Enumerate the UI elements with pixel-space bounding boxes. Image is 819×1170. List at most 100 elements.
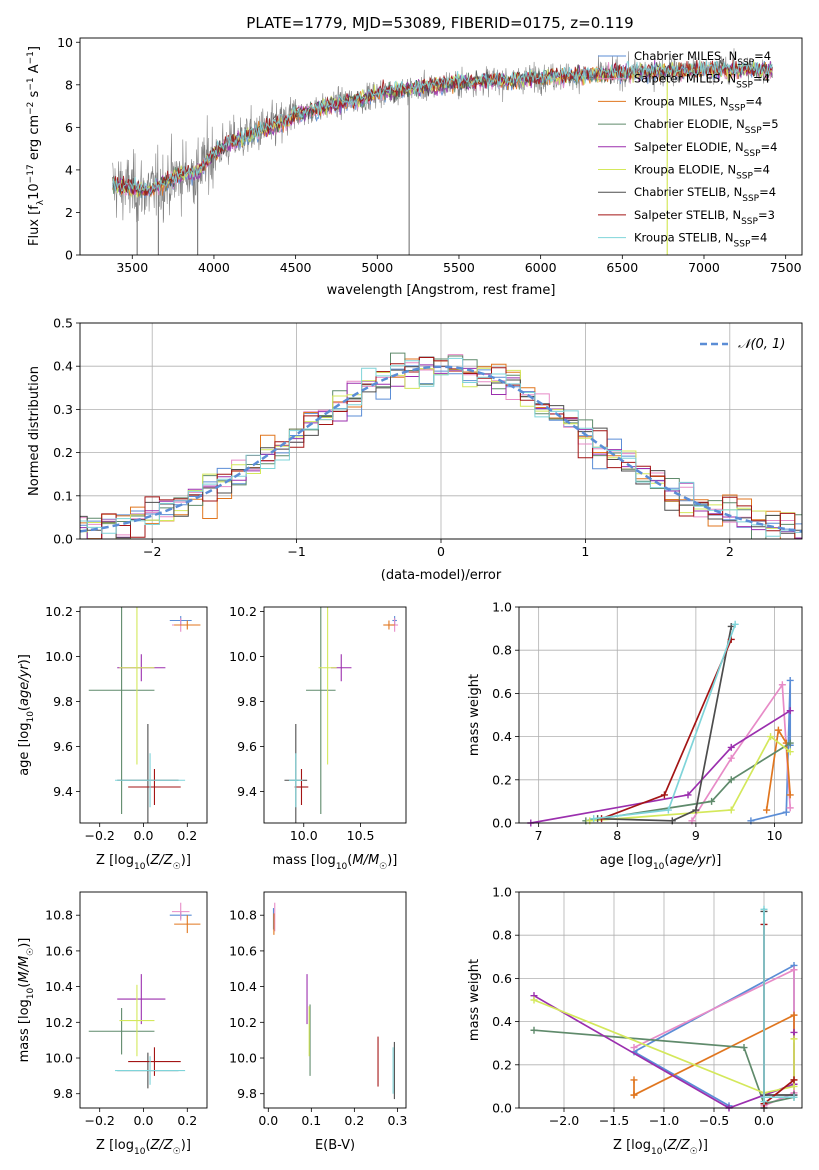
- y-tick-label: 0.2: [492, 1057, 512, 1072]
- weight-marker: [760, 905, 768, 913]
- gaussian-curve: [79, 365, 803, 533]
- x-tick-label: −2.0: [549, 1113, 579, 1128]
- x-tick-label: 0.0: [134, 1113, 154, 1128]
- y-tick-label: 10: [57, 35, 73, 50]
- y-tick-label: 0.1: [53, 488, 73, 503]
- y-axis-label: age [log10(age/yr)]: [17, 654, 36, 776]
- x-tick-label: 2: [726, 544, 734, 559]
- figure-title: PLATE=1779, MJD=53089, FIBERID=0175, z=0…: [246, 14, 633, 32]
- y-tick-label: 9.6: [53, 739, 73, 754]
- y-tick-label: 10.4: [45, 979, 73, 994]
- axes-frame: [79, 891, 208, 1109]
- y-tick-label: 0.8: [492, 643, 512, 658]
- y-tick-label: 10.0: [229, 649, 257, 664]
- y-tick-label: 6: [65, 120, 73, 135]
- legend-entry: Kroupa MILES, NSSP=4: [634, 94, 762, 113]
- weight-line: [593, 624, 736, 820]
- x-tick-label: 6500: [606, 260, 638, 275]
- y-axis-label: Normed distribution: [27, 366, 42, 496]
- legend-entry: Salpeter STELIB, NSSP=3: [634, 208, 775, 227]
- axes-frame: [79, 606, 208, 824]
- weight-marker: [664, 806, 672, 814]
- y-tick-label: 9.6: [237, 739, 257, 754]
- y-tick-label: 0.6: [492, 686, 512, 701]
- weight-marker: [790, 1011, 798, 1019]
- y-tick-label: 0.2: [492, 772, 512, 787]
- y-tick-label: 0.4: [53, 359, 73, 374]
- y-tick-label: 0.5: [53, 316, 73, 331]
- axes-frame: [79, 37, 803, 256]
- x-tick-label: 8: [613, 828, 621, 843]
- x-tick-label: −2: [143, 544, 161, 559]
- weight-line: [763, 911, 794, 1108]
- weight-marker: [790, 1082, 798, 1090]
- y-tick-label: 0.0: [53, 532, 73, 547]
- y-tick-label: 0.4: [492, 729, 512, 744]
- legend-entry: Salpeter MILES, NSSP=4: [634, 72, 770, 91]
- x-axis-label: Z [log10(Z/Z☉)]: [96, 853, 191, 872]
- legend: Chabrier MILES, NSSP=4 Salpeter MILES, NS…: [598, 49, 779, 250]
- x-tick-label: −0.2: [85, 828, 115, 843]
- weight-line: [589, 735, 791, 822]
- weight-marker: [778, 681, 786, 689]
- weight-marker: [786, 676, 794, 684]
- y-tick-label: 0.4: [492, 1014, 512, 1029]
- legend-entry: Kroupa STELIB, NSSP=4: [634, 231, 767, 250]
- x-tick-label: 0.0: [754, 1113, 774, 1128]
- y-tick-label: 10.8: [229, 908, 257, 923]
- y-tick-label: 0.0: [492, 816, 512, 831]
- model-line: [112, 59, 773, 196]
- y-tick-label: 9.8: [237, 694, 257, 709]
- weight-marker: [684, 791, 692, 799]
- legend-entry: Chabrier ELODIE, NSSP=5: [634, 117, 779, 136]
- y-tick-label: 10.2: [45, 604, 73, 619]
- x-tick-label: 0.0: [134, 828, 154, 843]
- weight-marker: [630, 1091, 638, 1099]
- y-tick-label: 0.2: [53, 445, 73, 460]
- y-tick-label: 4: [65, 162, 73, 177]
- axes-frame: [263, 891, 407, 1109]
- y-axis-label: mass weight: [467, 959, 482, 1041]
- weight-marker: [727, 806, 735, 814]
- weight-line: [530, 709, 791, 823]
- y-tick-label: 9.8: [53, 694, 73, 709]
- legend-entry: Salpeter ELODIE, NSSP=4: [634, 140, 777, 159]
- x-axis-label: wavelength [Angstrom, rest frame]: [327, 283, 556, 298]
- x-tick-label: −0.2: [85, 1113, 115, 1128]
- legend-entry: Kroupa ELODIE, NSSP=4: [634, 163, 770, 182]
- model-line: [112, 60, 773, 196]
- weight-marker: [727, 743, 735, 751]
- x-tick-label: −1.0: [649, 1113, 679, 1128]
- x-tick-label: 6000: [525, 260, 557, 275]
- y-tick-label: 0.3: [53, 402, 73, 417]
- weight-line: [597, 626, 733, 822]
- x-tick-label: 7000: [688, 260, 720, 275]
- weight-line: [763, 909, 794, 1102]
- y-tick-label: 1.0: [492, 885, 512, 900]
- x-tick-label: 4000: [198, 260, 230, 275]
- x-tick-label: −1: [287, 544, 305, 559]
- gaussian-legend-label: 𝒩(0, 1): [738, 337, 785, 352]
- weight-marker: [760, 1093, 768, 1101]
- mass-vs-ebv-panel: 0.0 0.1 0.2 0.3 9.8 10.0 10.2 10.4 10.6 10.8 E(B-V…: [229, 891, 407, 1153]
- y-tick-label: 10.6: [229, 943, 257, 958]
- weight-line: [533, 999, 795, 1094]
- residuals-panel: −2 −1 0 1 2 0.0 0.1 0.2 0.3 0.4 0.5 𝒩(0, 1) (data-mo…: [27, 316, 803, 583]
- x-tick-label: 7500: [770, 260, 802, 275]
- weight-marker: [708, 797, 716, 805]
- weight-marker: [763, 806, 771, 814]
- legend-entry: Chabrier MILES, NSSP=4: [634, 49, 771, 68]
- weight-marker: [774, 726, 782, 734]
- weight-marker: [782, 808, 790, 816]
- x-tick-label: 4500: [280, 260, 312, 275]
- x-axis-label: mass [log10(M/M☉)]: [273, 853, 398, 872]
- x-tick-label: −0.5: [699, 1113, 729, 1128]
- y-axis-label: mass [log10(M/M☉)]: [17, 938, 36, 1063]
- weight-marker: [786, 707, 794, 715]
- y-tick-label: 10.0: [45, 1051, 73, 1066]
- axes-frame: [263, 606, 407, 824]
- x-tick-label: 0: [437, 544, 445, 559]
- y-tick-label: 0.0: [492, 1101, 512, 1116]
- x-tick-label: 3500: [116, 260, 148, 275]
